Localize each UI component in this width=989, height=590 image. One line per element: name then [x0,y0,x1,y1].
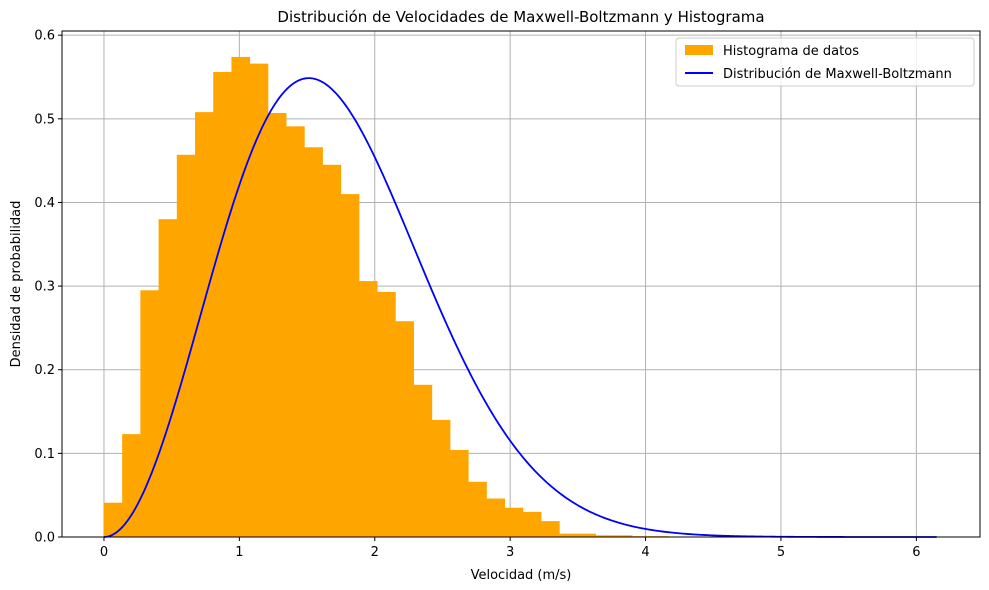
y-tick-label: 0.3 [34,280,55,295]
histogram-bar [231,56,251,537]
histogram-bar [431,419,451,537]
histogram-bar [358,281,378,537]
histogram-bars [103,56,669,538]
y-tick-label: 0.2 [34,363,55,378]
histogram-bar [304,147,323,537]
x-tick-label: 3 [506,545,514,560]
histogram-bar [377,291,396,537]
x-tick-label: 0 [100,545,108,560]
x-tick-label: 1 [235,545,243,560]
x-tick-label: 5 [777,545,785,560]
histogram-bar [286,126,305,537]
x-tick-label: 2 [371,545,379,560]
y-tick-label: 0.6 [34,29,55,44]
histogram-bar [559,533,578,537]
histogram-bar [213,71,232,538]
y-tick-label: 0.0 [34,531,55,546]
histogram-bar [340,194,360,537]
y-axis-ticks: 0.0 0.1 0.2 0.3 0.4 0.5 0.6 [34,29,62,546]
histogram-bar [249,63,269,537]
y-tick-label: 0.5 [34,112,55,127]
legend-label-curve: Distribución de Maxwell-Boltzmann [723,67,952,82]
y-tick-label: 0.1 [34,447,55,462]
histogram-bar [541,521,560,537]
histogram-bar [504,507,524,537]
histogram-bar [322,164,342,537]
histogram-bar [613,535,633,537]
legend-label-histogram: Histograma de datos [723,44,859,59]
plot-area-frame [61,30,981,538]
histogram-bar [449,450,469,537]
x-axis-ticks: 0 1 2 3 4 5 6 [100,537,921,560]
legend-swatch-histogram [685,45,713,55]
histogram-bar [158,219,178,537]
x-tick-label: 6 [912,545,920,560]
histogram-bar [176,154,196,538]
histogram-bar [577,533,597,537]
y-axis-title: Densidad de probabilidad [9,201,24,368]
histogram-bar [413,384,433,537]
histogram-bar [486,498,506,537]
chart-title: Distribución de Velocidades de Maxwell-B… [277,8,764,26]
x-axis-title: Velocidad (m/s) [471,568,572,583]
histogram-bar [468,481,487,537]
x-tick-label: 4 [641,545,649,560]
y-tick-label: 0.4 [34,196,55,211]
histogram-bar [395,321,414,537]
histogram-bar [522,511,542,537]
histogram-bar [140,290,160,537]
legend-box [675,37,975,87]
histogram-bar [595,535,615,537]
histogram-bar [267,112,287,538]
histogram-bar [103,502,123,537]
histogram-bar [122,434,141,537]
histogram-bar [195,112,214,538]
legend: Histograma de datos Distribución de Maxw… [675,37,975,87]
